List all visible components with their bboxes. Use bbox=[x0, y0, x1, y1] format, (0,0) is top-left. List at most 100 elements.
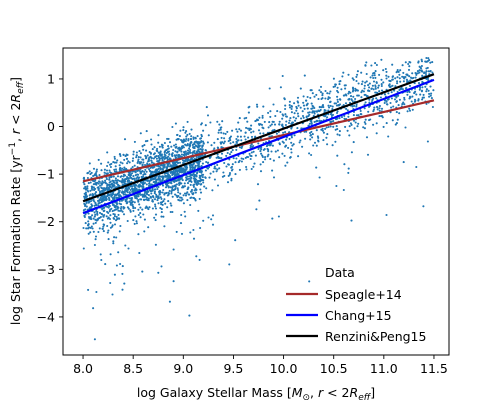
scatter-point bbox=[147, 194, 150, 197]
scatter-point bbox=[380, 107, 384, 110]
scatter-point bbox=[302, 116, 305, 119]
scatter-point bbox=[290, 141, 293, 144]
scatter-point bbox=[321, 97, 324, 100]
scatter-point bbox=[207, 216, 210, 219]
scatter-point bbox=[182, 194, 185, 197]
scatter-point bbox=[406, 110, 409, 113]
scatter-point bbox=[257, 122, 261, 126]
scatter-point bbox=[129, 176, 132, 179]
scatter-point bbox=[124, 198, 127, 201]
scatter-point bbox=[272, 176, 276, 179]
scatter-point bbox=[195, 255, 198, 258]
scatter-point bbox=[319, 91, 323, 94]
scatter-point bbox=[212, 170, 215, 173]
scatter-point bbox=[117, 209, 120, 212]
scatter-point bbox=[118, 196, 121, 199]
scatter-point bbox=[340, 116, 344, 119]
scatter-point bbox=[181, 198, 184, 201]
scatter-point bbox=[407, 68, 411, 71]
scatter-point bbox=[145, 170, 148, 173]
scatter-point bbox=[121, 190, 124, 193]
scatter-point bbox=[146, 139, 149, 142]
scatter-point bbox=[119, 154, 122, 158]
scatter-point bbox=[127, 160, 130, 163]
scatter-point bbox=[161, 191, 164, 194]
scatter-point bbox=[199, 137, 202, 140]
scatter-point bbox=[290, 111, 293, 114]
scatter-point bbox=[98, 180, 101, 183]
scatter-point bbox=[92, 230, 95, 233]
scatter-point bbox=[115, 181, 118, 184]
scatter-point bbox=[345, 107, 348, 110]
scatter-point bbox=[98, 174, 101, 177]
scatter-point bbox=[154, 205, 157, 208]
scatter-point bbox=[228, 173, 231, 176]
scatter-point bbox=[95, 181, 98, 184]
scatter-point bbox=[355, 75, 358, 78]
scatter-point bbox=[175, 133, 179, 137]
scatter-point bbox=[124, 154, 127, 158]
scatter-point bbox=[150, 192, 153, 195]
scatter-point bbox=[106, 172, 109, 175]
scatter-point bbox=[216, 138, 219, 141]
scatter-point bbox=[168, 189, 171, 192]
scatter-point bbox=[361, 89, 364, 92]
scatter-point bbox=[258, 116, 261, 119]
scatter-point bbox=[408, 107, 411, 110]
scatter-point bbox=[110, 193, 113, 196]
scatter-point bbox=[94, 238, 97, 241]
scatter-point bbox=[150, 138, 153, 141]
scatter-point bbox=[161, 145, 164, 148]
scatter-point bbox=[151, 200, 154, 203]
scatter-point bbox=[123, 158, 126, 161]
scatter-point bbox=[183, 151, 186, 155]
scatter-point bbox=[113, 215, 116, 218]
scatter-point bbox=[393, 89, 396, 92]
scatter-point bbox=[103, 171, 106, 174]
scatter-point bbox=[191, 174, 194, 177]
scatter-point bbox=[252, 150, 255, 153]
scatter-point bbox=[408, 65, 411, 68]
x-tick-label: 9.5 bbox=[223, 361, 243, 376]
scatter-point bbox=[194, 187, 197, 190]
scatter-point bbox=[197, 156, 200, 159]
scatter-point bbox=[93, 211, 96, 214]
scatter-point bbox=[127, 177, 131, 180]
scatter-point bbox=[122, 213, 126, 216]
scatter-point bbox=[135, 154, 138, 157]
scatter-point bbox=[298, 141, 301, 144]
scatter-point bbox=[176, 178, 180, 181]
scatter-point bbox=[418, 88, 421, 91]
scatter-point bbox=[190, 128, 193, 131]
scatter-point bbox=[114, 168, 118, 171]
scatter-point bbox=[174, 162, 177, 165]
scatter-point bbox=[163, 192, 166, 195]
scatter-point bbox=[163, 225, 166, 228]
scatter-point bbox=[247, 136, 250, 139]
scatter-point bbox=[355, 79, 358, 83]
scatter-point bbox=[137, 208, 140, 211]
scatter-point bbox=[183, 139, 186, 142]
scatter-point bbox=[112, 185, 115, 188]
scatter-point bbox=[397, 104, 400, 107]
scatter-point bbox=[213, 165, 216, 168]
scatter-point bbox=[83, 197, 86, 200]
scatter-point bbox=[170, 192, 173, 195]
scatter-point bbox=[297, 115, 300, 118]
scatter-point bbox=[352, 95, 355, 98]
scatter-point bbox=[420, 69, 423, 72]
scatter-point bbox=[211, 214, 215, 217]
scatter-point bbox=[102, 210, 105, 213]
scatter-point bbox=[106, 231, 109, 234]
scatter-point bbox=[305, 116, 308, 119]
scatter-point bbox=[159, 151, 162, 154]
scatter-point bbox=[220, 131, 223, 134]
scatter-point bbox=[185, 168, 188, 171]
scatter-point bbox=[245, 168, 248, 171]
scatter-point bbox=[232, 157, 235, 160]
scatter-point bbox=[259, 146, 262, 149]
scatter-point bbox=[402, 161, 405, 164]
scatter-point bbox=[102, 199, 105, 202]
scatter-point bbox=[356, 70, 359, 73]
scatter-point bbox=[161, 164, 164, 167]
